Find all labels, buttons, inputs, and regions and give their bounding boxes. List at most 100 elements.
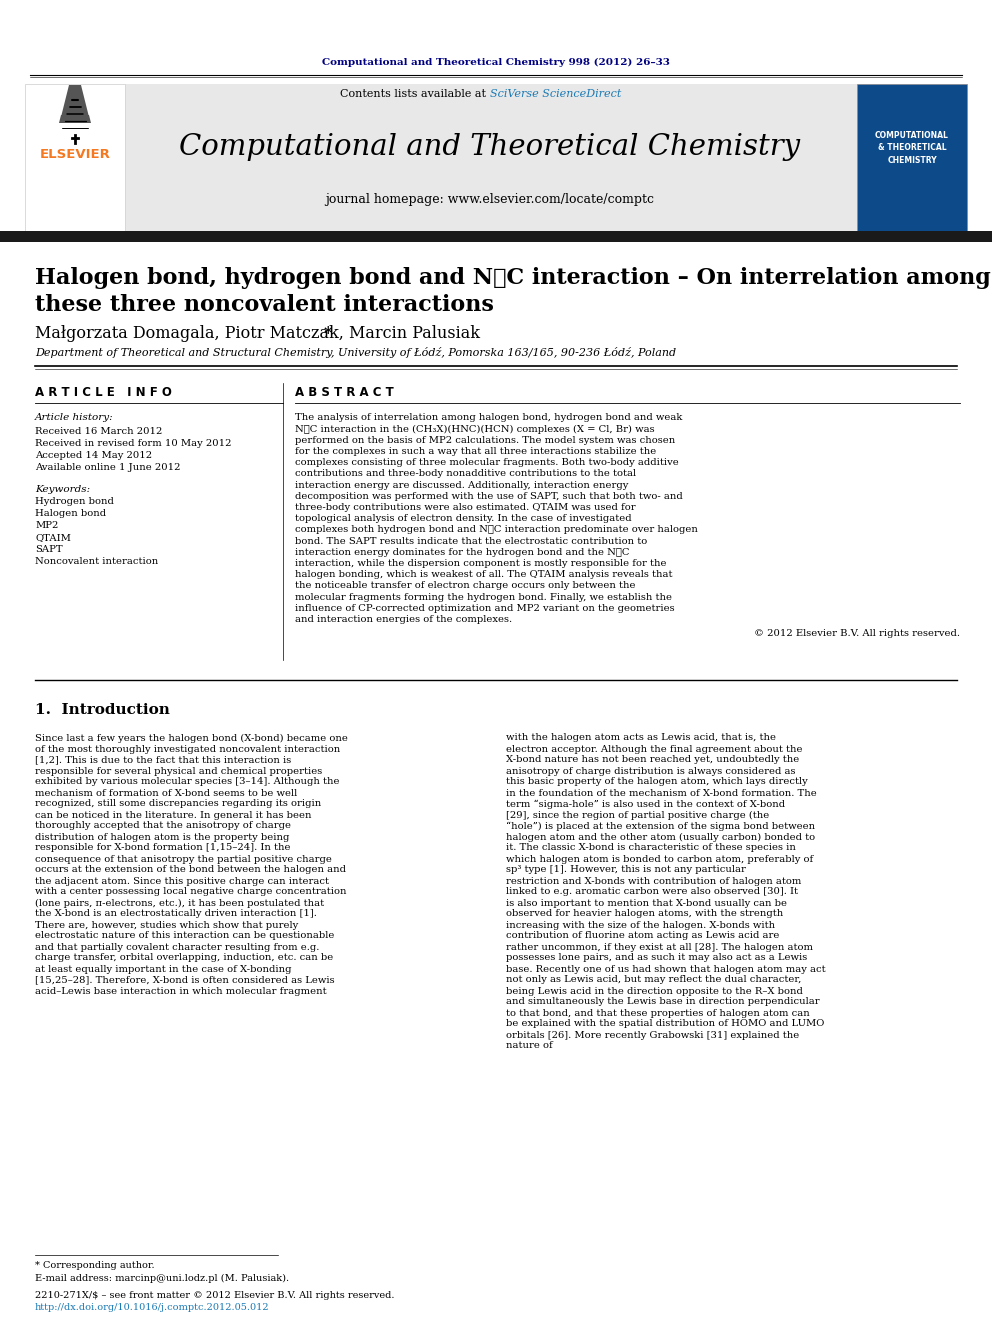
Text: A R T I C L E   I N F O: A R T I C L E I N F O [35,386,172,400]
Text: [29], since the region of partial positive charge (the: [29], since the region of partial positi… [506,811,769,819]
Text: of the most thoroughly investigated noncovalent interaction: of the most thoroughly investigated nonc… [35,745,340,754]
Text: X-bond nature has not been reached yet, undoubtedly the: X-bond nature has not been reached yet, … [506,755,800,765]
Text: Available online 1 June 2012: Available online 1 June 2012 [35,463,181,471]
Text: mechanism of formation of X-bond seems to be well: mechanism of formation of X-bond seems t… [35,789,298,798]
Text: the noticeable transfer of electron charge occurs only between the: the noticeable transfer of electron char… [295,582,636,590]
Text: Hydrogen bond: Hydrogen bond [35,497,114,507]
Text: it. The classic X-bond is characteristic of these species in: it. The classic X-bond is characteristic… [506,844,796,852]
Text: decomposition was performed with the use of SAPT, such that both two- and: decomposition was performed with the use… [295,492,682,501]
Text: in the foundation of the mechanism of X-bond formation. The: in the foundation of the mechanism of X-… [506,789,816,798]
Text: the adjacent atom. Since this positive charge can interact: the adjacent atom. Since this positive c… [35,877,329,885]
Text: electron acceptor. Although the final agreement about the: electron acceptor. Although the final ag… [506,745,803,754]
Text: performed on the basis of MP2 calculations. The model system was chosen: performed on the basis of MP2 calculatio… [295,435,676,445]
Text: Halogen bond: Halogen bond [35,509,106,519]
Text: these three noncovalent interactions: these three noncovalent interactions [35,294,494,316]
Text: There are, however, studies which show that purely: There are, however, studies which show t… [35,921,299,930]
Text: *: * [323,324,332,341]
Text: Keywords:: Keywords: [35,484,90,493]
Text: A B S T R A C T: A B S T R A C T [295,386,394,400]
Text: interaction, while the dispersion component is mostly responsible for the: interaction, while the dispersion compon… [295,560,667,568]
Text: complexes consisting of three molecular fragments. Both two-body additive: complexes consisting of three molecular … [295,458,679,467]
Text: topological analysis of electron density. In the case of investigated: topological analysis of electron density… [295,515,632,524]
Polygon shape [61,108,89,116]
FancyBboxPatch shape [125,83,857,232]
Text: be explained with the spatial distribution of HOMO and LUMO: be explained with the spatial distributi… [506,1020,824,1028]
Text: molecular fragments forming the hydrogen bond. Finally, we establish the: molecular fragments forming the hydrogen… [295,593,672,602]
Text: * Corresponding author.: * Corresponding author. [35,1262,155,1270]
Text: this basic property of the halogen atom, which lays directly: this basic property of the halogen atom,… [506,778,807,786]
Text: anisotropy of charge distribution is always considered as: anisotropy of charge distribution is alw… [506,766,796,775]
Text: possesses lone pairs, and as such it may also act as a Lewis: possesses lone pairs, and as such it may… [506,954,807,963]
Text: MP2: MP2 [35,521,59,531]
Text: interaction energy dominates for the hydrogen bond and the N⋯C: interaction energy dominates for the hyd… [295,548,630,557]
Text: influence of CP-corrected optimization and MP2 variant on the geometries: influence of CP-corrected optimization a… [295,603,675,613]
Text: halogen atom and the other atom (usually carbon) bonded to: halogen atom and the other atom (usually… [506,832,815,841]
Text: charge transfer, orbital overlapping, induction, etc. can be: charge transfer, orbital overlapping, in… [35,954,333,963]
Polygon shape [65,93,85,101]
Text: Department of Theoretical and Structural Chemistry, University of Łódź, Pomorska: Department of Theoretical and Structural… [35,347,677,357]
Text: can be noticed in the literature. In general it has been: can be noticed in the literature. In gen… [35,811,311,819]
Text: not only as Lewis acid, but may reflect the dual character,: not only as Lewis acid, but may reflect … [506,975,802,984]
Text: Since last a few years the halogen bond (X-bond) became one: Since last a few years the halogen bond … [35,733,348,742]
Text: and simultaneously the Lewis base in direction perpendicular: and simultaneously the Lewis base in dir… [506,998,819,1007]
Text: ELSEVIER: ELSEVIER [40,148,110,161]
Text: COMPUTATIONAL
& THEORETICAL
CHEMISTRY: COMPUTATIONAL & THEORETICAL CHEMISTRY [875,131,949,165]
Text: and that partially covalent character resulting from e.g.: and that partially covalent character re… [35,942,319,951]
Text: electrostatic nature of this interaction can be questionable: electrostatic nature of this interaction… [35,931,334,941]
Text: Received 16 March 2012: Received 16 March 2012 [35,426,163,435]
Polygon shape [67,85,83,93]
Text: complexes both hydrogen bond and N⋯C interaction predominate over halogen: complexes both hydrogen bond and N⋯C int… [295,525,698,534]
FancyBboxPatch shape [25,83,125,232]
Text: is also important to mention that X-bond usually can be: is also important to mention that X-bond… [506,898,787,908]
Text: observed for heavier halogen atoms, with the strength: observed for heavier halogen atoms, with… [506,909,784,918]
Text: with the halogen atom acts as Lewis acid, that is, the: with the halogen atom acts as Lewis acid… [506,733,776,742]
Text: consequence of that anisotropy the partial positive charge: consequence of that anisotropy the parti… [35,855,332,864]
Text: the X-bond is an electrostatically driven interaction [1].: the X-bond is an electrostatically drive… [35,909,316,918]
Text: (lone pairs, π-electrons, etc.), it has been postulated that: (lone pairs, π-electrons, etc.), it has … [35,898,324,908]
Text: and interaction energies of the complexes.: and interaction energies of the complexe… [295,615,512,624]
Text: Halogen bond, hydrogen bond and N⋯C interaction – On interrelation among: Halogen bond, hydrogen bond and N⋯C inte… [35,267,991,288]
Text: for the complexes in such a way that all three interactions stabilize the: for the complexes in such a way that all… [295,447,657,456]
Text: Accepted 14 May 2012: Accepted 14 May 2012 [35,451,152,459]
Text: distribution of halogen atom is the property being: distribution of halogen atom is the prop… [35,832,290,841]
Text: © 2012 Elsevier B.V. All rights reserved.: © 2012 Elsevier B.V. All rights reserved… [754,630,960,638]
Text: nature of: nature of [506,1041,553,1050]
Text: [15,25–28]. Therefore, X-bond is often considered as Lewis: [15,25–28]. Therefore, X-bond is often c… [35,975,334,984]
Text: E-mail address: marcinp@uni.lodz.pl (M. Palusiak).: E-mail address: marcinp@uni.lodz.pl (M. … [35,1274,289,1282]
Text: exhibited by various molecular species [3–14]. Although the: exhibited by various molecular species [… [35,778,339,786]
Text: thoroughly accepted that the anisotropy of charge: thoroughly accepted that the anisotropy … [35,822,291,831]
Text: 2210-271X/$ – see front matter © 2012 Elsevier B.V. All rights reserved.: 2210-271X/$ – see front matter © 2012 El… [35,1291,395,1301]
Text: contributions and three-body nonadditive contributions to the total: contributions and three-body nonadditive… [295,470,636,479]
Text: bond. The SAPT results indicate that the electrostatic contribution to: bond. The SAPT results indicate that the… [295,537,647,545]
Text: acid–Lewis base interaction in which molecular fragment: acid–Lewis base interaction in which mol… [35,987,326,995]
Text: rather uncommon, if they exist at all [28]. The halogen atom: rather uncommon, if they exist at all [2… [506,942,813,951]
Text: which halogen atom is bonded to carbon atom, preferably of: which halogen atom is bonded to carbon a… [506,855,813,864]
Text: SciVerse ScienceDirect: SciVerse ScienceDirect [490,89,621,99]
Text: responsible for X-bond formation [1,15–24]. In the: responsible for X-bond formation [1,15–2… [35,844,291,852]
Text: contribution of fluorine atom acting as Lewis acid are: contribution of fluorine atom acting as … [506,931,780,941]
Text: interaction energy are discussed. Additionally, interaction energy: interaction energy are discussed. Additi… [295,480,628,490]
Text: occurs at the extension of the bond between the halogen and: occurs at the extension of the bond betw… [35,865,346,875]
Text: with a center possessing local negative charge concentration: with a center possessing local negative … [35,888,346,897]
Text: QTAIM: QTAIM [35,533,70,542]
Text: Małgorzata Domagala, Piotr Matczak, Marcin Palusiak: Małgorzata Domagala, Piotr Matczak, Marc… [35,324,485,341]
Text: linked to e.g. aromatic carbon were also observed [30]. It: linked to e.g. aromatic carbon were also… [506,888,798,897]
Text: 1.  Introduction: 1. Introduction [35,703,170,717]
Text: http://dx.doi.org/10.1016/j.comptc.2012.05.012: http://dx.doi.org/10.1016/j.comptc.2012.… [35,1303,270,1312]
Text: journal homepage: www.elsevier.com/locate/comptc: journal homepage: www.elsevier.com/locat… [325,193,655,206]
Text: Contents lists available at: Contents lists available at [340,89,490,99]
Text: Article history:: Article history: [35,414,114,422]
Text: orbitals [26]. More recently Grabowski [31] explained the: orbitals [26]. More recently Grabowski [… [506,1031,800,1040]
Text: “hole”) is placed at the extension of the sigma bond between: “hole”) is placed at the extension of th… [506,822,815,831]
Text: increasing with the size of the halogen. X-bonds with: increasing with the size of the halogen.… [506,921,775,930]
FancyBboxPatch shape [0,232,992,242]
Text: N⋯C interaction in the (CH₃X)(HNC)(HCN) complexes (X = Cl, Br) was: N⋯C interaction in the (CH₃X)(HNC)(HCN) … [295,425,655,434]
Text: restriction and X-bonds with contribution of halogen atom: restriction and X-bonds with contributio… [506,877,802,885]
Text: three-body contributions were also estimated. QTAIM was used for: three-body contributions were also estim… [295,503,636,512]
Text: recognized, still some discrepancies regarding its origin: recognized, still some discrepancies reg… [35,799,321,808]
Text: halogen bonding, which is weakest of all. The QTAIM analysis reveals that: halogen bonding, which is weakest of all… [295,570,673,579]
Text: [1,2]. This is due to the fact that this interaction is: [1,2]. This is due to the fact that this… [35,755,292,765]
Text: at least equally important in the case of X-bonding: at least equally important in the case o… [35,964,292,974]
FancyBboxPatch shape [857,83,967,232]
Text: to that bond, and that these properties of halogen atom can: to that bond, and that these properties … [506,1008,809,1017]
